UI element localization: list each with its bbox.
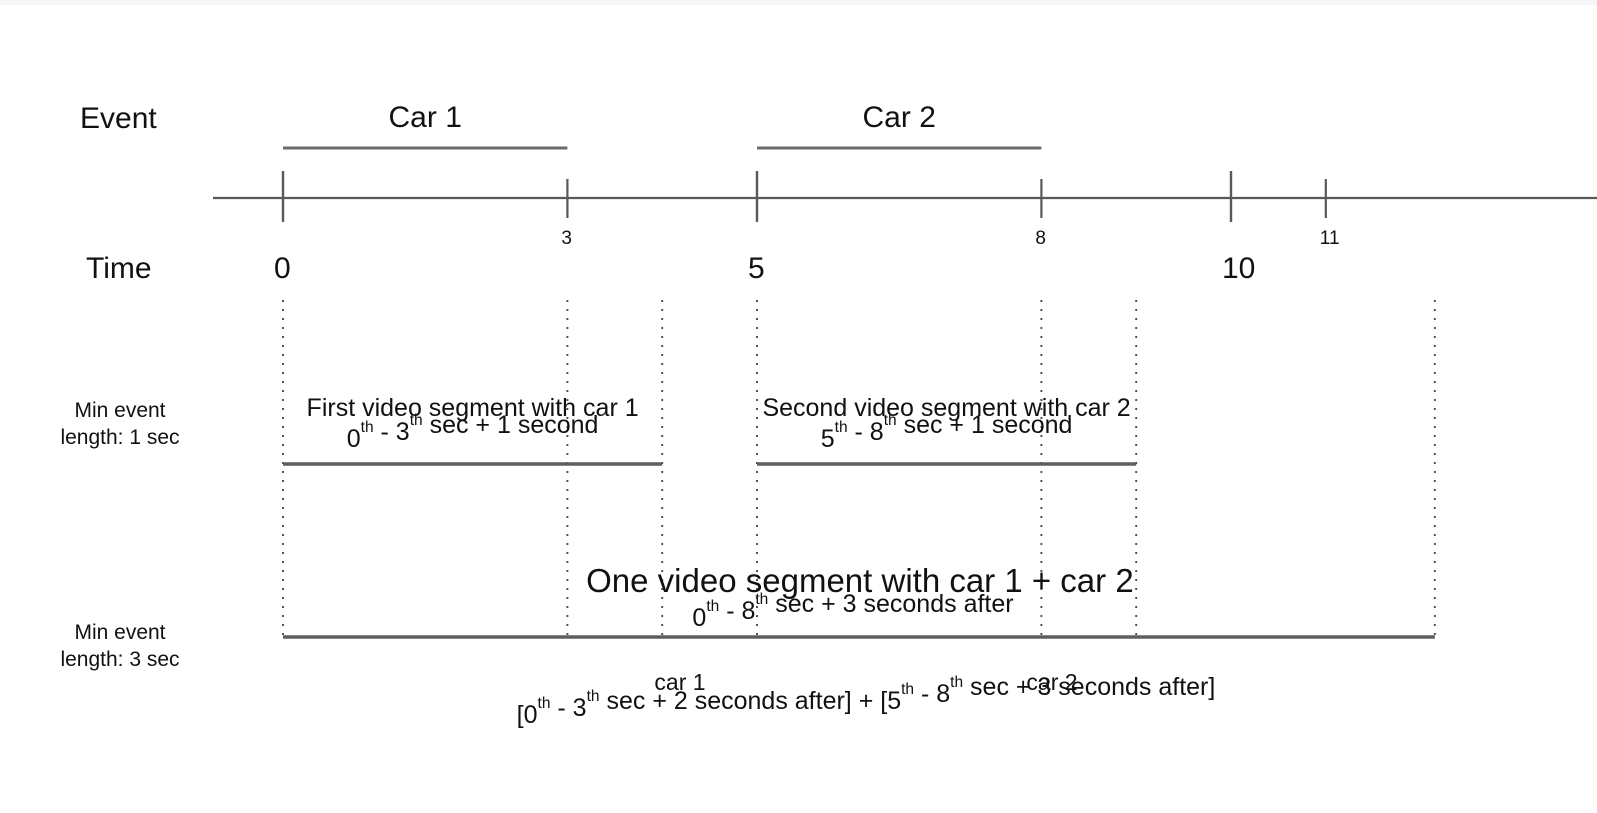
axis-tick-label-0: 0: [274, 252, 291, 285]
caption-formula: [0th - 3th sec + 2 seconds after] + [5th…: [517, 673, 1216, 729]
min-event-3-segment: One video segment with car 1 + car 20th …: [283, 562, 1435, 639]
min-event-3-label-line2: length: 3 sec: [60, 648, 179, 671]
min-event-1-label-line1: Min event: [74, 399, 165, 422]
event-name-1: Car 1: [389, 101, 462, 134]
axis-ticks-group: 0 5 10 3 8 11: [274, 171, 1340, 285]
min-event-3-label-line1: Min event: [74, 621, 165, 644]
min-event-1-label-line2: length: 1 sec: [60, 426, 179, 449]
axis-tick-label-3: 3: [561, 228, 572, 249]
axis-tick-label-8: 8: [1035, 228, 1046, 249]
combined-segment-subtitle: 0th - 8th sec + 3 seconds after: [692, 590, 1013, 632]
segment-subtitle-1: 0th - 3th sec + 1 second: [347, 411, 599, 453]
segment-title-2: Second video segment with car 2: [762, 394, 1130, 422]
row-label-time: Time: [86, 252, 152, 285]
row-label-event: Event: [80, 102, 157, 135]
segment-title-1: First video segment with car 1: [307, 394, 639, 422]
caption-car2-label: car 2: [1026, 669, 1077, 695]
combined-segment-title: One video segment with car 1 + car 2: [586, 562, 1134, 599]
segment-subtitle-2: 5th - 8th sec + 1 second: [821, 411, 1073, 453]
top-edge-strip: [0, 0, 1597, 5]
event-group: Car 1 Car 2: [283, 101, 1042, 150]
event-name-2: Car 2: [863, 101, 936, 134]
caption-car1-label: car 1: [654, 669, 705, 695]
axis-tick-label-10: 10: [1222, 252, 1255, 285]
bottom-caption: car 1 car 2[0th - 3th sec + 2 seconds aft…: [517, 669, 1216, 729]
axis-tick-label-11: 11: [1320, 228, 1340, 249]
axis-tick-label-5: 5: [748, 252, 765, 285]
